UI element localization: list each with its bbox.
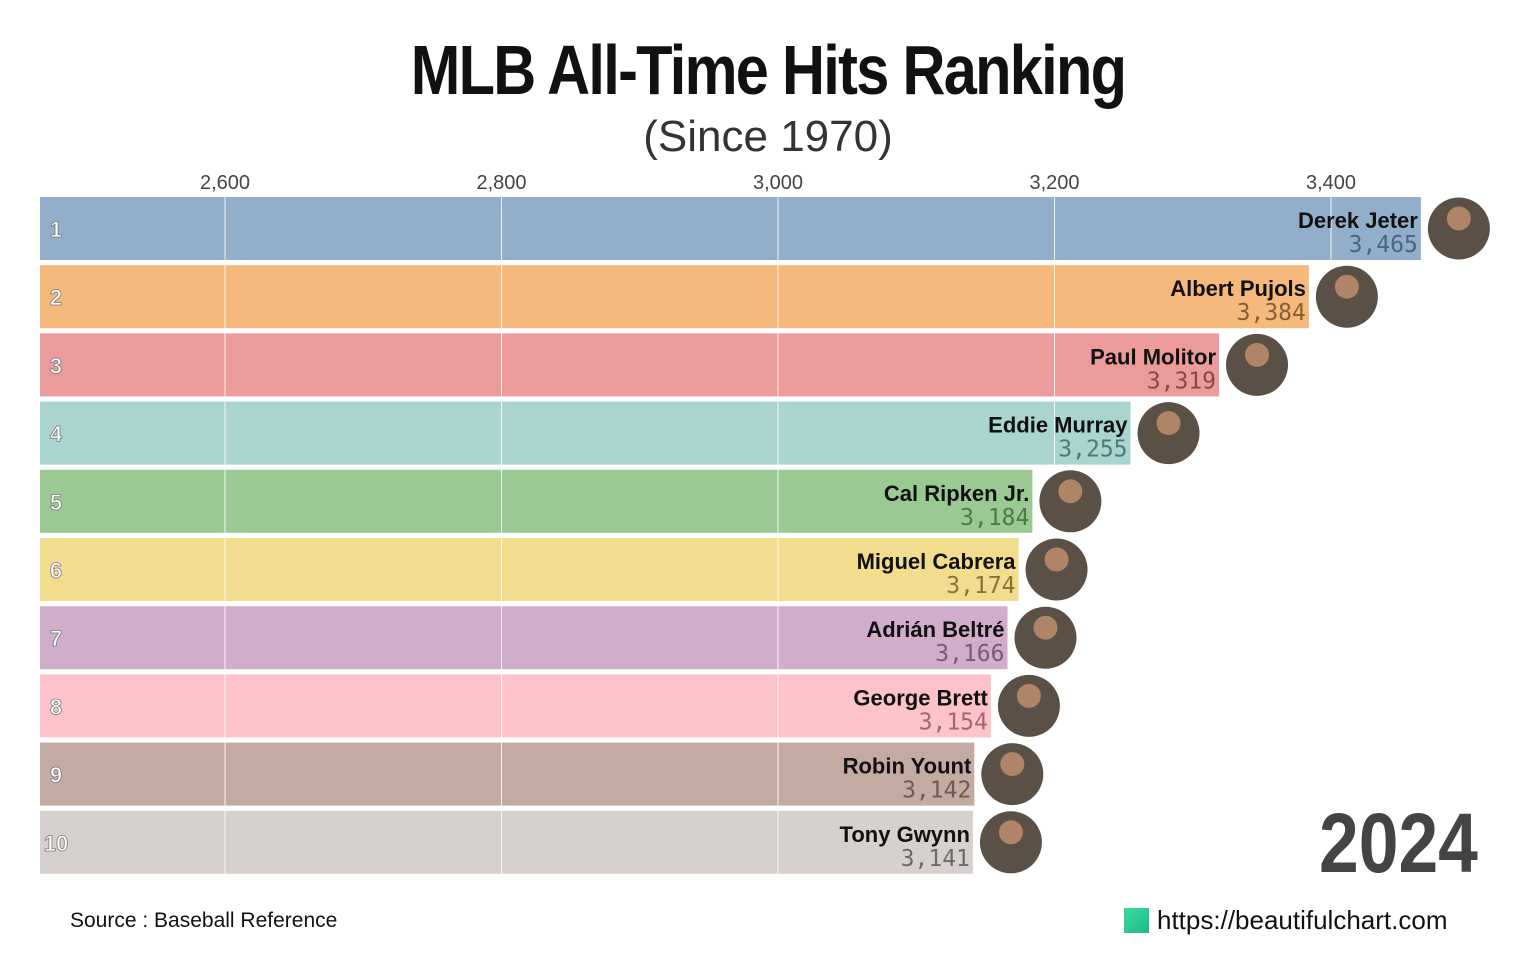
bar xyxy=(40,469,1033,533)
rank-label: 4 xyxy=(50,422,63,447)
value-label: 3,174 xyxy=(946,573,1015,599)
player-face-icon xyxy=(1156,411,1181,436)
value-label: 3,154 xyxy=(919,709,988,735)
player-face-icon xyxy=(1033,615,1058,640)
player-name-label: Robin Yount xyxy=(843,754,972,779)
rank-label: 9 xyxy=(50,763,62,788)
source-text: Source : Baseball Reference xyxy=(70,909,338,932)
chart-logo-icon xyxy=(1124,908,1149,933)
bar xyxy=(40,333,1220,397)
rank-label: 1 xyxy=(50,217,62,242)
player-name-label: George Brett xyxy=(853,685,988,710)
player-name-label: Eddie Murray xyxy=(988,413,1128,438)
value-label: 3,166 xyxy=(935,641,1004,667)
bar xyxy=(40,401,1131,465)
rank-label: 8 xyxy=(50,694,62,719)
bar xyxy=(40,742,975,806)
player-name-label: Paul Molitor xyxy=(1090,344,1216,369)
player-name-label: Derek Jeter xyxy=(1298,208,1418,233)
year-label: 2024 xyxy=(1319,796,1478,890)
player-face-icon xyxy=(1334,274,1359,299)
player-name-label: Miguel Cabrera xyxy=(857,549,1017,574)
bar xyxy=(40,265,1309,329)
site-url[interactable]: https://beautifulchart.com xyxy=(1157,905,1448,935)
chart-subtitle: (Since 1970) xyxy=(643,112,893,161)
player-face-icon xyxy=(1000,752,1025,777)
x-tick-label: 2,600 xyxy=(200,172,250,194)
value-label: 3,142 xyxy=(902,778,971,804)
rank-label: 10 xyxy=(44,831,68,856)
chart-title: MLB All-Time Hits Ranking xyxy=(410,31,1127,109)
site-link[interactable]: https://beautifulchart.com xyxy=(1124,905,1447,936)
player-name-label: Cal Ripken Jr. xyxy=(884,481,1030,506)
value-label: 3,465 xyxy=(1349,232,1418,258)
x-tick-label: 2,800 xyxy=(476,172,526,194)
player-face-icon xyxy=(1058,479,1083,504)
bar xyxy=(40,810,973,874)
rank-label: 5 xyxy=(50,490,62,515)
x-tick-label: 3,000 xyxy=(753,172,803,194)
player-face-icon xyxy=(1245,342,1270,367)
value-label: 3,319 xyxy=(1147,368,1216,394)
player-face-icon xyxy=(1446,206,1471,231)
bar-chart: 2,600 2,800 3,000 3,200 3,400 1 Derek Jeter3,4… xyxy=(40,172,1490,875)
player-face-icon xyxy=(998,820,1023,845)
bar xyxy=(40,538,1019,601)
value-label: 3,141 xyxy=(901,846,970,872)
rank-label: 6 xyxy=(50,558,62,583)
rank-label: 3 xyxy=(50,353,62,378)
player-name-label: Tony Gwynn xyxy=(840,822,970,847)
x-tick-label: 3,200 xyxy=(1029,172,1079,194)
bar xyxy=(40,674,991,738)
bar xyxy=(40,197,1421,260)
value-label: 3,255 xyxy=(1058,437,1127,463)
player-face-icon xyxy=(1016,683,1041,708)
bar xyxy=(40,606,1008,670)
player-name-label: Adrián Beltré xyxy=(866,617,1004,642)
rank-label: 7 xyxy=(50,626,62,651)
value-label: 3,184 xyxy=(960,505,1029,531)
x-tick-label: 3,400 xyxy=(1306,172,1356,194)
player-face-icon xyxy=(1044,547,1069,572)
value-label: 3,384 xyxy=(1237,300,1306,326)
player-name-label: Albert Pujols xyxy=(1170,276,1306,301)
rank-label: 2 xyxy=(50,285,62,310)
